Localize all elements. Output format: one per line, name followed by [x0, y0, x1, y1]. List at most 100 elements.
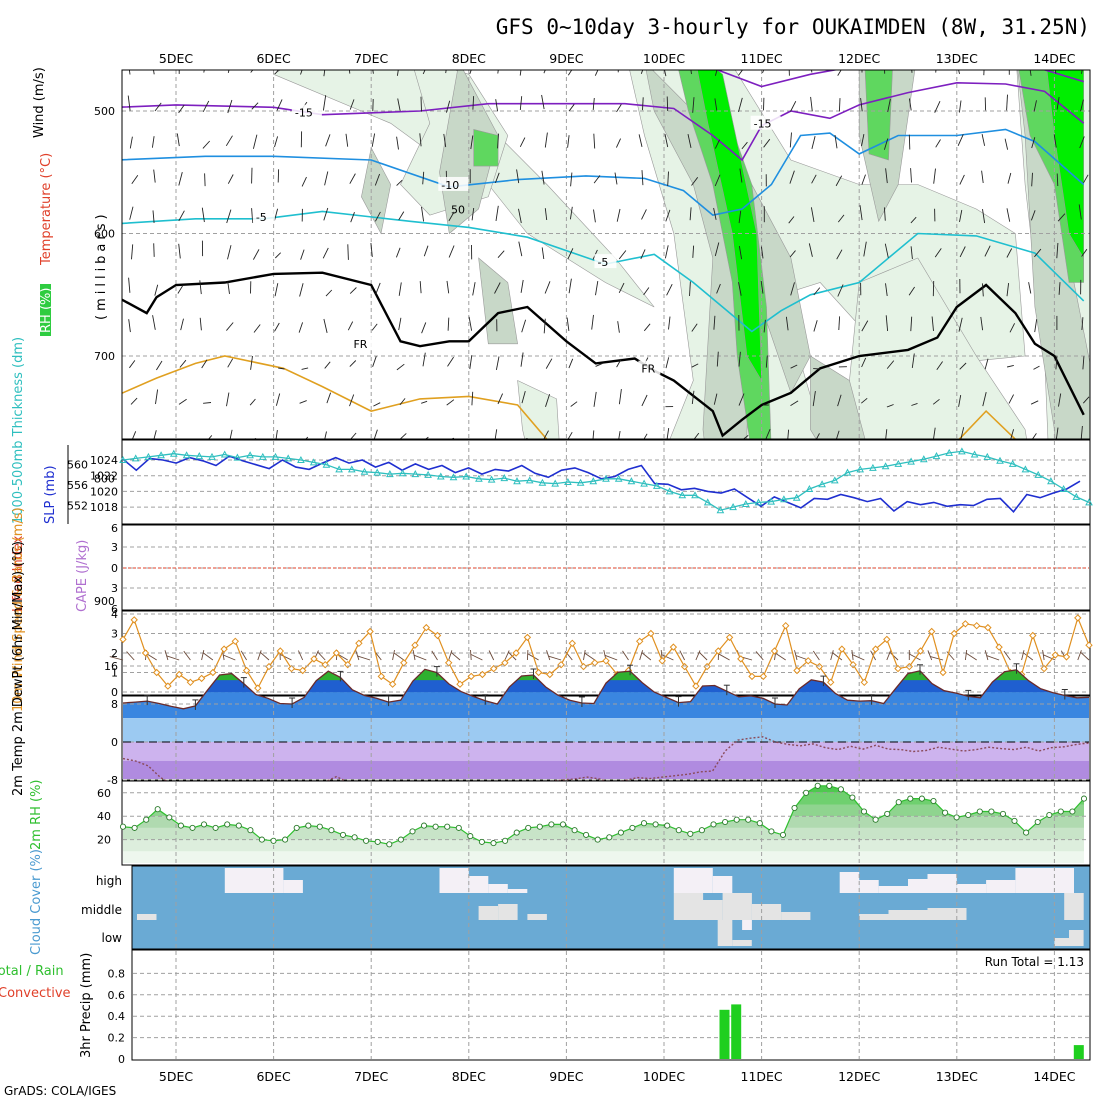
precip-tick-label: 0.6 — [108, 989, 126, 1002]
thickness-marker — [907, 457, 915, 465]
wind-barb — [568, 358, 574, 369]
cloud-block — [527, 914, 547, 920]
surface-barb — [964, 649, 968, 661]
wind-barb — [178, 398, 187, 405]
date-label-top: 13DEC — [936, 51, 978, 66]
wind-barb — [959, 209, 963, 222]
rh-area-light — [843, 257, 1027, 439]
li-tick-label: 3 — [111, 582, 118, 595]
thickness-marker — [424, 470, 432, 478]
wind-speed-marker — [995, 643, 1003, 651]
precip-content: 0 0.2 0.4 0.6 0.8 — [108, 951, 1089, 1066]
precip-label: 3hr Precip (mm) — [79, 953, 94, 1058]
thickness-marker — [271, 452, 280, 460]
wind-speed-marker — [119, 635, 127, 644]
wind-barb — [665, 209, 671, 222]
wind-speed-marker — [512, 649, 520, 657]
wind-barb — [885, 429, 888, 439]
wind-barb — [519, 96, 523, 111]
wind-barb — [324, 361, 331, 369]
wind-barb — [543, 318, 546, 334]
contour-label-bg — [750, 115, 781, 130]
wind-barb — [687, 134, 692, 148]
wind-speed-marker — [242, 666, 251, 675]
wind-speed-marker — [377, 672, 386, 681]
rh-legend-swatch — [40, 284, 51, 336]
cloud-block — [986, 880, 1016, 893]
wind-barb — [1030, 400, 1039, 405]
wind10m-label: 10m Wind Speed & Barbs (m/s) — [11, 507, 26, 712]
precip-bar — [719, 1009, 730, 1059]
wind-barb — [541, 247, 545, 260]
wind-barb — [765, 355, 768, 368]
rh2m-marker — [316, 823, 323, 830]
wind-barb — [981, 134, 986, 146]
rh2m-marker — [247, 827, 254, 834]
wind-barb — [690, 70, 692, 75]
surface-barb — [1003, 650, 1011, 661]
wind-barb — [325, 289, 333, 297]
temp-band — [123, 742, 1089, 761]
wind-barb — [373, 402, 381, 407]
cloud-cover-content: high middle low — [81, 867, 1084, 948]
wind-speed-marker — [411, 641, 419, 649]
temp-tick-label: 8 — [111, 698, 118, 711]
surface-barb — [259, 651, 270, 661]
wind-barb — [201, 207, 205, 223]
wind-barb — [468, 316, 473, 331]
thickness-marker — [818, 480, 826, 488]
surface-barb — [183, 650, 191, 661]
wind-barb — [396, 70, 399, 76]
wind-barb — [131, 174, 139, 184]
cape-label: CAPE (J/kg) — [75, 540, 90, 612]
wind-barb — [494, 282, 501, 294]
wind-speed-marker — [1085, 641, 1093, 649]
temp-tick-label: 16 — [104, 660, 118, 673]
thickness-marker — [195, 452, 204, 460]
wind-barb — [252, 134, 258, 149]
wind-barb — [470, 135, 474, 150]
date-label-top: 8DEC — [452, 51, 486, 66]
precip-tick-label: 0.2 — [108, 1032, 126, 1045]
wind-barb — [1033, 100, 1037, 112]
thickness-marker — [983, 452, 992, 460]
thickness-marker — [1021, 465, 1030, 473]
cloud-block — [839, 872, 860, 893]
wind-barb — [156, 360, 163, 371]
lifted-index-label: Lifted Index — [11, 535, 26, 612]
wind-barb — [738, 70, 744, 76]
li-tick-label: 6 — [111, 603, 118, 616]
thickness-marker — [373, 468, 382, 476]
rh2m-marker — [930, 797, 937, 805]
wind-barb — [349, 287, 357, 294]
wind-speed-marker — [220, 645, 228, 653]
wind-barb — [249, 398, 256, 406]
wind-barb — [1007, 172, 1012, 184]
rh2m-marker — [779, 831, 787, 838]
wind-barb — [883, 138, 889, 150]
contour-label: -15 — [295, 107, 313, 120]
surface-barb — [718, 653, 730, 661]
wind-barb — [422, 70, 426, 75]
wind-barb — [153, 430, 157, 439]
rh2m-marker — [733, 816, 740, 823]
rh2m-marker — [444, 823, 451, 830]
surface-barb — [1021, 650, 1025, 661]
cloud-block — [1069, 930, 1084, 946]
date-label-top: 14DEC — [1033, 51, 1075, 66]
cloud-block — [673, 868, 713, 893]
precip-tick-label: 0.8 — [108, 967, 126, 980]
wind-barb — [958, 395, 962, 407]
wind-barb — [154, 102, 162, 112]
wind-barb — [349, 360, 357, 367]
wind-barb — [419, 133, 422, 147]
wind-speed-marker — [838, 645, 846, 653]
wind-barb — [1055, 427, 1059, 439]
surface-barb — [679, 650, 686, 661]
surface-barb — [661, 654, 674, 661]
rh2m-marker — [756, 820, 763, 827]
wind-barb — [908, 134, 911, 150]
wind-speed-marker — [433, 631, 442, 640]
wind-speed-marker — [546, 670, 554, 679]
surface-barb — [927, 650, 933, 661]
